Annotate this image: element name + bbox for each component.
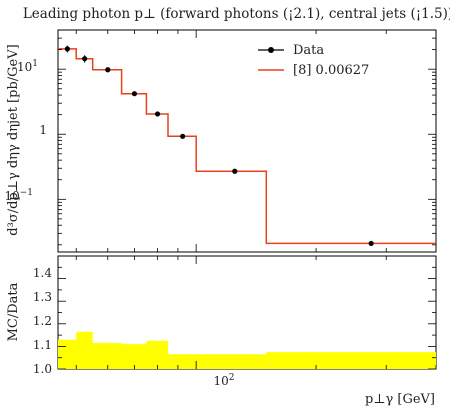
x-tick-label-100: 102	[213, 373, 234, 388]
y-axis-label: d³σ/dp⊥γ dηγ dηjet [pb/GeV]	[6, 44, 21, 235]
data-point	[154, 111, 161, 117]
legend-data-marker	[268, 47, 274, 53]
data-point	[131, 91, 138, 97]
data-point	[64, 46, 70, 52]
data-point	[368, 240, 374, 247]
data-point	[232, 168, 238, 174]
y-tick-label-0.1: 10−1	[4, 188, 33, 203]
main-tick-marks	[58, 29, 437, 252]
ratio-tick-label-1.2: 1.2	[33, 314, 52, 328]
x-axis-label: p⊥γ [GeV]	[365, 392, 435, 407]
data-points	[64, 45, 374, 247]
y-tick-label-10: 101	[17, 59, 38, 74]
legend-data-label: Data	[293, 43, 324, 58]
ratio-y-axis-label: MC/Data	[6, 282, 21, 341]
ratio-band	[58, 331, 436, 369]
chart-title: Leading photon p⊥ (forward photons (¡2.1…	[23, 6, 450, 22]
ratio-tick-label-1.3: 1.3	[33, 290, 52, 304]
ratio-tick-label-1.0: 1.0	[33, 362, 52, 376]
main-panel-frame	[57, 29, 437, 253]
y-tick-label-1: 1	[39, 123, 47, 137]
mc-histogram-line	[58, 48, 436, 245]
ratio-tick-label-1.1: 1.1	[33, 338, 52, 352]
ratio-tick-marks	[58, 255, 437, 370]
data-point	[82, 56, 88, 62]
data-point	[105, 67, 111, 73]
ratio-tick-label-1.4: 1.4	[33, 266, 52, 280]
data-point	[180, 133, 186, 139]
legend-mc-label: [8] 0.00627	[293, 63, 369, 78]
legend: Data [8] 0.00627	[258, 43, 369, 78]
